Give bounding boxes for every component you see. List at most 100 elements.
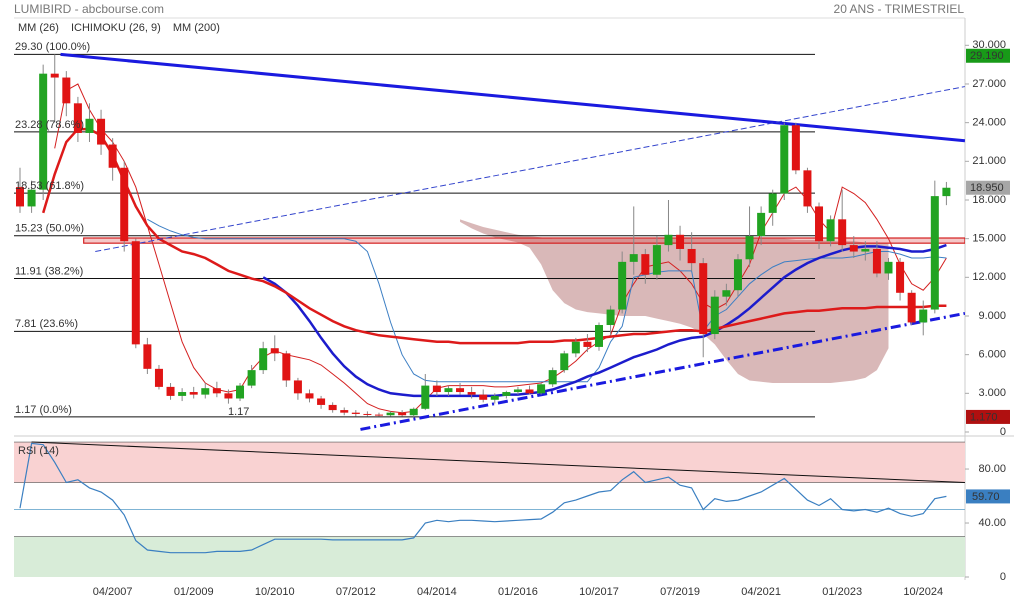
- candle-body: [467, 392, 476, 395]
- x-tick-label: 01/2016: [498, 586, 538, 598]
- candle-body: [919, 309, 928, 323]
- y-tick-label: 21.000: [972, 155, 1006, 167]
- candle-body: [733, 259, 742, 291]
- candle-body: [710, 296, 719, 335]
- candle-body: [282, 353, 291, 381]
- candle-body: [699, 263, 708, 335]
- price-box-label: 18.950: [970, 182, 1004, 194]
- candle-body: [849, 245, 858, 252]
- candle-body: [884, 261, 893, 274]
- candle-body: [143, 344, 152, 369]
- candle-body: [421, 385, 430, 409]
- candle-body: [595, 325, 603, 347]
- candle-body: [687, 248, 696, 264]
- y-tick-label: 80.00: [978, 463, 1006, 475]
- candle-body: [618, 261, 627, 310]
- rsi-title: RSI (14): [18, 445, 59, 457]
- candle-body: [513, 389, 522, 393]
- candle-body: [201, 388, 210, 395]
- candle-body: [363, 413, 372, 415]
- candle-body: [930, 196, 939, 310]
- period: 20 ANS - TRIMESTRIEL: [834, 2, 965, 16]
- candle-body: [722, 290, 731, 297]
- fib-label: 1.17 (0.0%): [15, 404, 72, 416]
- candle-body: [108, 144, 117, 168]
- candle-body: [525, 389, 534, 394]
- legend-entry: ICHIMOKU (26, 9): [71, 22, 161, 34]
- y-tick-label: 18.000: [972, 194, 1006, 206]
- trend-line: [95, 86, 965, 253]
- candle-body: [270, 348, 279, 354]
- candle-body: [803, 170, 812, 207]
- price-box: [966, 409, 1010, 424]
- candle-body: [247, 370, 256, 386]
- y-tick-label: 6.000: [978, 349, 1006, 361]
- fib-label: 7.81 (23.6%): [15, 318, 78, 330]
- y-tick-label: 0: [1000, 426, 1006, 438]
- fib-label: 15.23 (50.0%): [15, 223, 84, 235]
- resistance-band: [83, 237, 965, 244]
- candle-body: [560, 353, 569, 371]
- candle-body: [838, 219, 847, 246]
- y-tick-label: 27.000: [972, 78, 1006, 90]
- candle-body: [432, 385, 441, 393]
- ichimoku-cloud: [460, 219, 889, 384]
- fib-label: 29.30 (100.0%): [15, 41, 90, 53]
- candle-body: [154, 368, 163, 387]
- candle-body: [537, 384, 546, 394]
- price-box: [966, 48, 1010, 63]
- candle-body: [73, 103, 82, 133]
- candle-body: [317, 398, 326, 405]
- candle-body: [398, 412, 407, 416]
- x-tick-label: 01/2009: [174, 586, 214, 598]
- candle-body: [189, 392, 198, 395]
- y-tick-label: 30.000: [972, 39, 1006, 51]
- candle-body: [815, 206, 824, 242]
- candle-body: [571, 341, 580, 354]
- price-box-label: 1.170: [970, 411, 998, 423]
- fib-label: 18.53 (61.8%): [15, 180, 84, 192]
- candle-body: [97, 118, 106, 145]
- fib-label: 23.28 (78.6%): [15, 119, 84, 131]
- x-tick-label: 10/2024: [903, 586, 943, 598]
- candle-body: [896, 261, 905, 293]
- candle-body: [62, 77, 71, 104]
- trend-line: [360, 311, 965, 431]
- rsi-zone: [14, 536, 965, 577]
- candle-body: [131, 241, 140, 345]
- rsi-value-box: [966, 489, 1010, 504]
- x-tick-label: 04/2014: [417, 586, 457, 598]
- candle-body: [907, 292, 916, 323]
- candle-body: [652, 245, 661, 275]
- candle-body: [757, 212, 766, 237]
- candle-body: [664, 234, 673, 246]
- candle-body: [328, 404, 337, 411]
- candle-body: [351, 412, 360, 414]
- y-tick-label: 24.000: [972, 117, 1006, 129]
- candle-body: [166, 386, 175, 396]
- candle-body: [791, 125, 800, 171]
- x-tick-label: 10/2010: [255, 586, 295, 598]
- candle-body: [386, 412, 395, 416]
- candle-body: [259, 348, 268, 371]
- labels: 29.30 (100.0%) 23.28 (78.6%) 18.53 (61.8%)…: [15, 22, 1010, 598]
- candle-body: [212, 388, 221, 394]
- x-tick-label: 04/2007: [93, 586, 133, 598]
- y-tick-label: 3.000: [978, 387, 1006, 399]
- candle-body: [502, 392, 511, 396]
- y-tick-label: 15.000: [972, 233, 1006, 245]
- candle-body: [826, 219, 835, 242]
- candle-body: [479, 394, 488, 400]
- candle-body: [236, 385, 245, 399]
- candle-body: [444, 388, 453, 393]
- price-box: [966, 180, 1010, 195]
- legend-entry: MM (26): [18, 22, 59, 34]
- candle-body: [224, 393, 233, 399]
- y-tick-label: 0: [1000, 571, 1006, 583]
- candle-body: [409, 408, 418, 416]
- ichimoku-tenkan: [54, 83, 947, 414]
- candle-body: [861, 248, 870, 252]
- trend-line: [60, 52, 965, 143]
- candle-body: [606, 309, 615, 326]
